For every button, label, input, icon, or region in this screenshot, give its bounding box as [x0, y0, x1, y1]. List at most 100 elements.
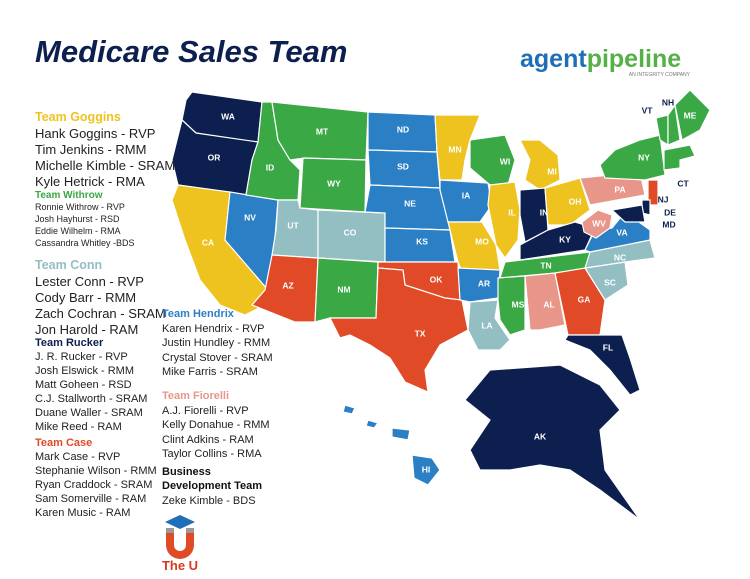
state-label: AL: [543, 299, 554, 309]
team-member: Ronnie Withrow - RVP: [35, 202, 125, 212]
magnet-tip: [186, 528, 194, 533]
team-name: Team Goggins: [35, 110, 121, 124]
team-member: Justin Hundley - RMM: [162, 337, 271, 349]
state-label: CT: [677, 178, 689, 188]
state-label: VT: [642, 105, 654, 115]
state: [487, 181, 521, 260]
state: [524, 272, 566, 331]
team-member: Mike Reed - RAM: [35, 421, 122, 433]
state-label: PA: [614, 184, 625, 194]
state-label: AR: [478, 278, 490, 288]
state-label: MI: [547, 166, 556, 176]
team-member: Josh Elswick - RMM: [35, 365, 135, 377]
team-member: Jon Harold - RAM: [35, 322, 139, 337]
logo: agentpipeline: [520, 45, 681, 73]
team-member: Duane Waller - SRAM: [35, 407, 143, 419]
state-label: SD: [397, 161, 409, 171]
state: [464, 364, 641, 521]
state-label: WY: [327, 178, 341, 188]
state-label: NJ: [658, 194, 669, 204]
state-label: KY: [559, 234, 571, 244]
footer-label: The U: [162, 558, 198, 573]
team-member: Michelle Kimble - SRAM: [35, 158, 176, 173]
logo-tagline: AN INTEGRITY COMPANY: [629, 72, 691, 78]
the-u-icon: The U: [162, 515, 198, 573]
state-label: OH: [569, 196, 582, 206]
state-label: IA: [462, 190, 471, 200]
team-member: Josh Hayhurst - RSD: [35, 214, 120, 224]
team-member: Kelly Donahue - RMM: [162, 419, 270, 431]
state-label: MO: [475, 236, 489, 246]
team-member: Kyle Hetrick - RMA: [35, 174, 145, 189]
state-label: LA: [481, 320, 492, 330]
state: [674, 89, 711, 141]
team-member: Taylor Collins - RMA: [162, 448, 262, 460]
team-member: Tim Jenkins - RMM: [35, 142, 147, 157]
logo-part: pipeline: [587, 45, 682, 73]
team-member: Stephanie Wilson - RMM: [35, 465, 157, 477]
team-member: Zeke Kimble - BDS: [162, 495, 256, 507]
state-label: WV: [592, 218, 606, 228]
state-label: AK: [534, 431, 547, 441]
team-name: Team Hendrix: [162, 308, 234, 320]
team-name: Team Conn: [35, 258, 103, 272]
team-member: Eddie Wilhelm - RMA: [35, 226, 121, 236]
state-label: GA: [578, 294, 591, 304]
team-member: Mark Case - RVP: [35, 451, 121, 463]
state: [581, 209, 613, 239]
state: [599, 134, 666, 181]
team-member: Clint Adkins - RAM: [162, 433, 254, 446]
state-label: TX: [415, 328, 426, 338]
state: [467, 299, 511, 351]
state: [544, 177, 591, 226]
team-name: Team Withrow: [35, 190, 103, 201]
team-member: Lester Conn - RVP: [35, 274, 144, 289]
state-label: NE: [404, 198, 416, 208]
state-label: HI: [422, 464, 431, 474]
state: [457, 267, 501, 303]
state-label: NH: [662, 97, 674, 107]
magnet: [166, 528, 194, 559]
team-member: Crystal Stover - SRAM: [162, 351, 273, 364]
state-label: ND: [397, 124, 409, 134]
team-name: Team Rucker: [35, 337, 104, 349]
state: [667, 103, 681, 146]
state-label: UT: [287, 220, 299, 230]
state: [663, 144, 696, 171]
state-label: OR: [208, 152, 221, 162]
states: WA OR CA NV ID MT WY UT CO AZ NM ND SD NE KS OK TX MN IA MO…: [171, 89, 711, 521]
state-label: MD: [662, 219, 675, 229]
state-label: CO: [344, 227, 357, 237]
team-member: C.J. Stallworth - SRAM: [35, 393, 148, 405]
team-member: Karen Hendrix - RVP: [162, 322, 265, 335]
state-label: MS: [512, 299, 525, 309]
state-label: IN: [540, 207, 549, 217]
state-label: NV: [244, 212, 256, 222]
state-label: NY: [638, 152, 650, 162]
state-label: ME: [684, 110, 697, 120]
team-name: Business Development Team: [162, 466, 263, 492]
state-label: OK: [430, 274, 444, 284]
state-label: KS: [416, 236, 428, 246]
team-member: J. R. Rucker - RVP: [35, 351, 128, 363]
state-label: WA: [221, 111, 235, 121]
state: [434, 114, 481, 181]
state-label: ID: [266, 162, 275, 172]
team-member: Matt Goheen - RSD: [35, 379, 132, 391]
state: [647, 179, 659, 206]
state-label: WI: [500, 156, 510, 166]
team-name: Team Case: [35, 437, 93, 449]
state-label: CA: [202, 237, 214, 247]
state-label: VA: [616, 227, 627, 237]
state-label: NM: [337, 284, 350, 294]
state-label: FL: [603, 342, 613, 352]
team-member: Cassandra Whitley -BDS: [35, 238, 135, 248]
team-member: Hank Goggins - RVP: [35, 126, 156, 141]
team-member: Zach Cochran - SRAM: [35, 306, 166, 321]
state: [610, 204, 646, 223]
state-label: MN: [448, 144, 461, 154]
state: [519, 139, 561, 191]
team-name: Team Fiorelli: [162, 390, 230, 402]
